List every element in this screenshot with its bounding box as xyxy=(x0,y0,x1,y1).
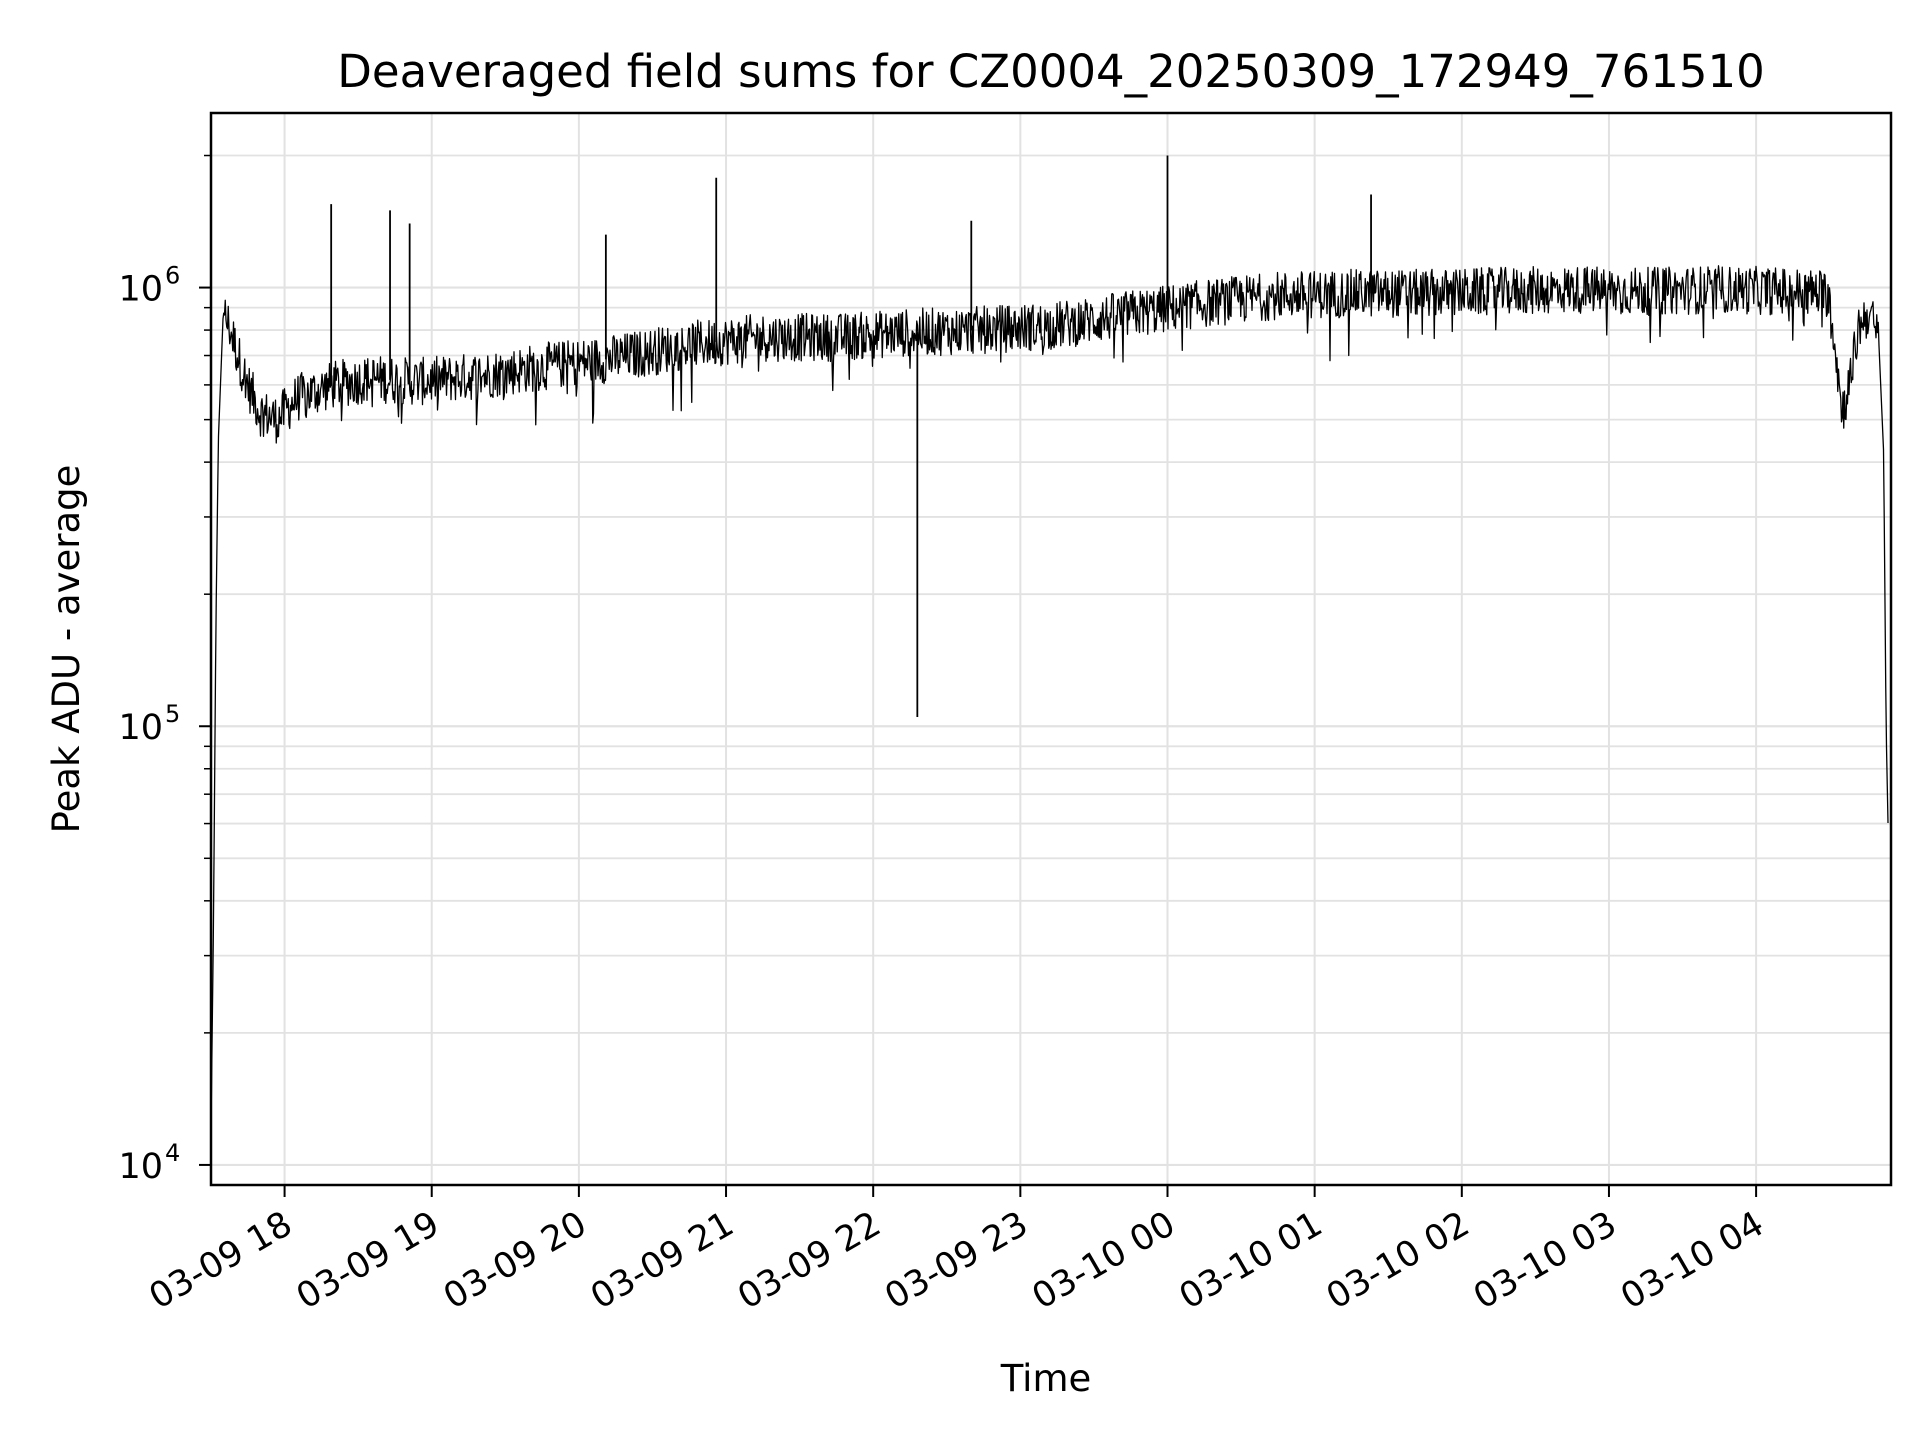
plot-frame xyxy=(209,111,1893,1187)
y-tick-exponent: 4 xyxy=(165,1139,180,1167)
y-tick-label: 10 5 xyxy=(118,700,180,748)
chart-title: Deaveraged field sums for CZ0004_2025030… xyxy=(337,45,1764,98)
y-tick-label: 10 6 xyxy=(118,262,180,310)
data-layer xyxy=(211,155,1889,1131)
y-tick-base: 10 xyxy=(118,1147,163,1187)
y-tick-exponent: 5 xyxy=(165,700,180,728)
series-line xyxy=(211,265,1889,1131)
y-tick-base: 10 xyxy=(118,270,163,310)
y-tick-base: 10 xyxy=(118,708,163,748)
y-axis-label: Peak ADU - average xyxy=(45,465,88,834)
y-tick-exponent: 6 xyxy=(165,262,180,290)
y-tick-label: 10 4 xyxy=(118,1139,180,1187)
x-axis-label: Time xyxy=(1000,1357,1092,1400)
